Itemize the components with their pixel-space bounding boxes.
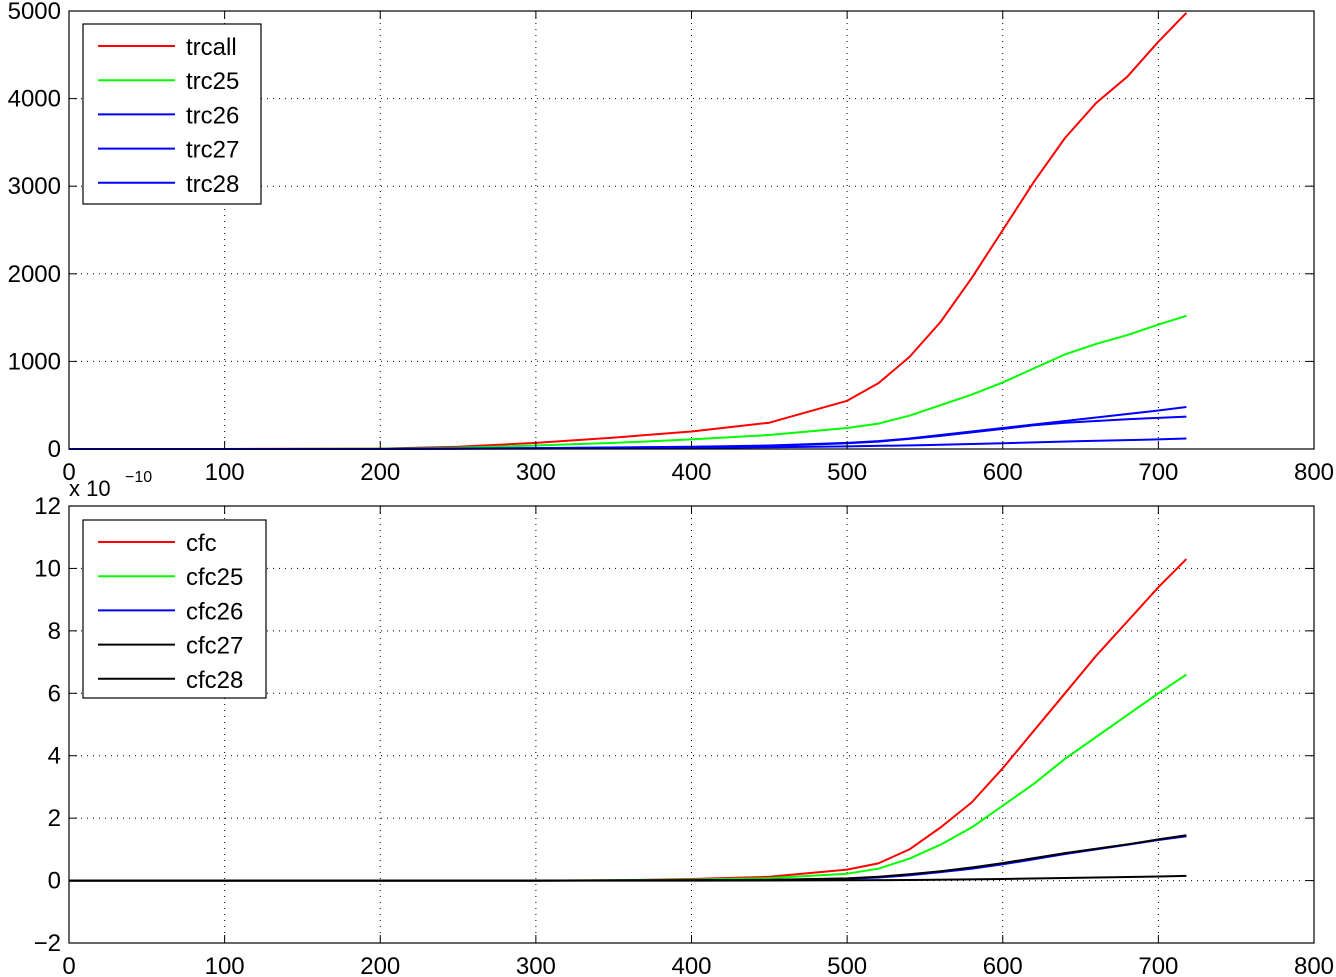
x-tick-label: 600 [983, 953, 1023, 977]
scale-exponent-value: −10 [125, 469, 152, 486]
series-line-trcall [69, 12, 1188, 450]
y-tick-label: 8 [48, 618, 61, 645]
y-tick-label: 10 [34, 555, 61, 582]
legend-label-trc27: trc27 [186, 137, 239, 164]
legend-box [82, 519, 267, 699]
x-tick-label: 500 [827, 459, 867, 486]
legend-label-trc28: trc28 [186, 171, 239, 198]
x-tick-label: 800 [1294, 459, 1334, 486]
scale-exponent-label: x 10 [69, 476, 111, 501]
x-tick-label: 0 [62, 459, 75, 486]
x-tick-label: 200 [360, 459, 400, 486]
y-tick-label: 12 [34, 493, 61, 520]
legend: cfc cfc25 cfc26 cfc27 cfc28 [82, 519, 267, 699]
y-tick-label: 4000 [8, 86, 61, 113]
x-tick-label: 100 [205, 953, 245, 977]
y-tick-label: 5000 [8, 0, 61, 25]
legend-label-cfc26: cfc26 [186, 598, 243, 625]
legend: trcall trc25 trc26 trc27 trc28 [82, 23, 262, 205]
legend-label-trcall: trcall [186, 34, 237, 61]
x-tick-label: 700 [1138, 953, 1178, 977]
series-line-cfc28 [69, 874, 1187, 882]
y-tick-label: 4 [48, 743, 61, 770]
x-tick-label: 500 [827, 953, 867, 977]
y-tick-label: 6 [48, 680, 61, 707]
x-tick-label: 400 [671, 459, 711, 486]
y-tick-label: 0 [48, 436, 61, 463]
x-tick-label: 200 [360, 953, 400, 977]
legend-label-cfc: cfc [186, 530, 217, 557]
y-tick-label: 2000 [8, 261, 61, 288]
y-tick-label: −2 [34, 930, 61, 957]
legend-label-cfc27: cfc27 [186, 633, 243, 660]
x-tick-label: 0 [62, 953, 75, 977]
plot-area [69, 11, 1314, 449]
x-tick-label: 600 [983, 459, 1023, 486]
x-tick-label: 100 [205, 459, 245, 486]
legend-label-trc25: trc25 [186, 68, 239, 95]
series-line-trc25 [69, 314, 1187, 450]
x-tick-label: 700 [1138, 459, 1178, 486]
x-tick-label: 400 [671, 953, 711, 977]
y-tick-label: 0 [48, 868, 61, 895]
legend-label-trc26: trc26 [186, 102, 239, 129]
top-chart: 0 100 200 300 400 500 600 700 800 0 1000 2000 3000 40… [8, 0, 1334, 486]
legend-label-cfc28: cfc28 [186, 667, 243, 694]
y-tick-label: 3000 [8, 173, 61, 200]
y-tick-label: 2 [48, 805, 61, 832]
y-tick-label: 1000 [8, 348, 61, 375]
x-tick-label: 800 [1294, 953, 1334, 977]
legend-label-cfc25: cfc25 [186, 564, 243, 591]
x-tick-label: 300 [516, 953, 556, 977]
x-tick-label: 300 [516, 459, 556, 486]
